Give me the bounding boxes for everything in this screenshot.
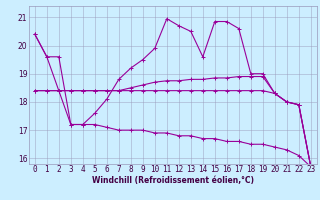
X-axis label: Windchill (Refroidissement éolien,°C): Windchill (Refroidissement éolien,°C) xyxy=(92,176,254,185)
